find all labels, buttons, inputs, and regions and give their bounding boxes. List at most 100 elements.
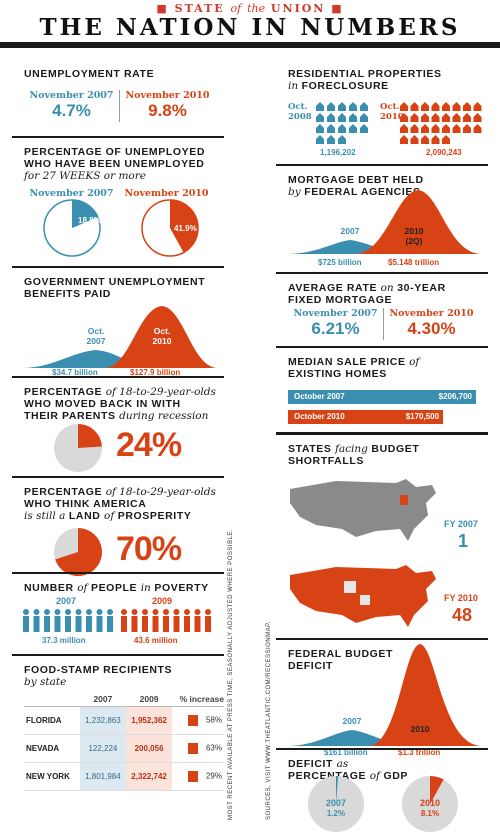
house-icon (327, 102, 335, 111)
person-icon (152, 609, 159, 632)
people-icons (23, 609, 211, 632)
pie-charts: 18.8% 41.9% (43, 199, 199, 257)
benefits-curves: Oct. 2007 Oct. 2010 (22, 306, 218, 376)
food-stamp-section: FOOD-STAMP RECIPIENTS by state 2007 2009… (12, 654, 224, 830)
year-2009: 2009 (152, 596, 173, 606)
state-name: FLORIDA (24, 706, 80, 735)
section-title-line: for 27 WEEKS or more (24, 170, 146, 182)
person-icon (163, 609, 169, 632)
state-shortfall-2007 (400, 495, 408, 505)
label-oct-2010: Oct. (154, 326, 171, 336)
value-2010: 4.30% (407, 319, 456, 338)
bar-2007: October 2007 $206,700 (288, 390, 476, 404)
house-icon (473, 113, 482, 122)
header-rule (0, 42, 500, 48)
house-icon (463, 102, 471, 111)
right-column: RESIDENTIAL PROPERTIES in FORECLOSURE Oc… (276, 60, 488, 835)
deficit-gdp-section: DEFICIT as PERCENTAGE of GDP 2007 1.2% 2… (276, 748, 488, 834)
section-title-line: GOVERNMENT UNEMPLOYMENT (24, 276, 206, 288)
value-2010: $1.3 trillion (398, 748, 441, 757)
value-2007: 122,224 (79, 734, 126, 763)
pie-slice (78, 424, 102, 448)
house-icon (473, 124, 482, 133)
value-2007: 6.21% (311, 319, 360, 338)
foreclosure-section: RESIDENTIAL PROPERTIES in FORECLOSURE Oc… (276, 60, 488, 160)
label-nov-2010: November 2010 (389, 308, 474, 319)
label-oct-2010-year: 2010 (153, 336, 172, 346)
gdp-pies: 2007 1.2% 2010 8.1% (308, 776, 458, 832)
person-icon (65, 609, 71, 632)
label-fy-2010: FY 2010 (444, 593, 478, 603)
label-2010: 2010 (420, 798, 440, 808)
label-2007: 2007 (341, 226, 360, 236)
bar-label: October 2007 (294, 392, 345, 401)
label-nov-2007: November 2007 (29, 188, 114, 199)
increase-icon (187, 715, 198, 726)
house-icon (421, 113, 429, 122)
food-stamp-table: 2007 2009 % increase FLORIDA 1,232,863 1… (24, 692, 224, 791)
house-icon (327, 135, 335, 144)
house-icon (360, 113, 368, 122)
pie-2010-slice (170, 200, 198, 253)
person-icon (205, 609, 211, 632)
pie-prosperity (54, 528, 102, 576)
divider (119, 90, 120, 122)
bar-value: $206,700 (438, 392, 472, 401)
house-icon (421, 124, 429, 133)
label-oct-2007: Oct. (88, 326, 105, 336)
value-2009: 2,322,742 (125, 762, 173, 791)
label-2q: (2Q) (406, 236, 423, 246)
house-icon (349, 102, 357, 111)
table-row: FLORIDA 1,232,863 1,952,362 58% (24, 706, 224, 735)
page-title: THE NATION IN NUMBERS (39, 14, 461, 41)
section-title-line: WHO THINK AMERICA (24, 498, 147, 510)
label-2010: 2010 (405, 226, 424, 236)
label-fy-2007: FY 2007 (444, 519, 478, 529)
house-icon (421, 135, 429, 144)
state-no-shortfall-a (344, 581, 356, 593)
side-note-left: MOST RECENT AVAILABLE AT PRESS TIME, SEA… (228, 528, 234, 820)
label-2007: 2007 (326, 798, 346, 808)
house-icon (442, 135, 450, 144)
value-2008: 1,196,202 (320, 148, 356, 157)
state-name: NEVADA (24, 734, 80, 763)
state-no-shortfall-b (360, 595, 370, 605)
person-icon (86, 609, 92, 632)
person-icon (23, 609, 29, 632)
budget-shortfall-section: STATES facing BUDGET SHORTFALLS FY 2007 … (276, 432, 488, 642)
house-icon (463, 124, 471, 133)
masthead: ■ STATE of the UNION ■ THE NATION IN NUM… (0, 0, 500, 48)
curve-2010 (104, 306, 218, 368)
house-icon (410, 124, 419, 133)
col-2009: 2009 (125, 692, 173, 707)
person-icon (121, 609, 127, 632)
person-icon (75, 609, 82, 632)
section-title-line: FEDERAL BUDGET (288, 648, 394, 660)
house-icon (452, 102, 461, 111)
section-title-line: PERCENTAGE OF UNEMPLOYED (24, 146, 206, 158)
person-icon (107, 609, 113, 632)
home-price-section: MEDIAN SALE PRICE of EXISTING HOMES Octo… (276, 346, 488, 430)
value-2010: 9.8% (148, 101, 187, 120)
us-maps (290, 479, 436, 627)
increase: 29% (172, 762, 224, 791)
label-nov-2007: November 2007 (29, 90, 114, 101)
value-2010: 8.1% (421, 809, 439, 818)
unemployment-rate-section: UNEMPLOYMENT RATE November 2007 4.7% Nov… (12, 60, 224, 136)
pie-slice (55, 528, 102, 576)
section-title-line: SHORTFALLS (288, 455, 364, 467)
mortgage-debt-section: MORTGAGE DEBT HELD by FEDERAL AGENCIES 2… (276, 164, 488, 270)
long-term-unemployed-section: PERCENTAGE OF UNEMPLOYED WHO HAVE BEEN U… (12, 136, 224, 257)
federal-deficit-section: FEDERAL BUDGET DEFICIT 2007 2010 $161 bi… (276, 638, 488, 758)
pie-2010-label: 41.9% (174, 224, 197, 233)
table-row: NEW YORK 1,801,984 2,322,742 29% (24, 762, 224, 791)
person-icon (54, 609, 61, 632)
value-2007: $161 billion (324, 748, 368, 757)
person-icon (184, 609, 190, 632)
house-icon (400, 135, 408, 144)
value-2010: $5.148 trillion (388, 258, 440, 267)
table-header-row: 2007 2009 % increase (24, 692, 224, 707)
label-oct-2008: Oct. 2008 (288, 102, 312, 122)
section-title-line: MORTGAGE DEBT HELD (288, 174, 424, 186)
house-icon (338, 113, 346, 122)
